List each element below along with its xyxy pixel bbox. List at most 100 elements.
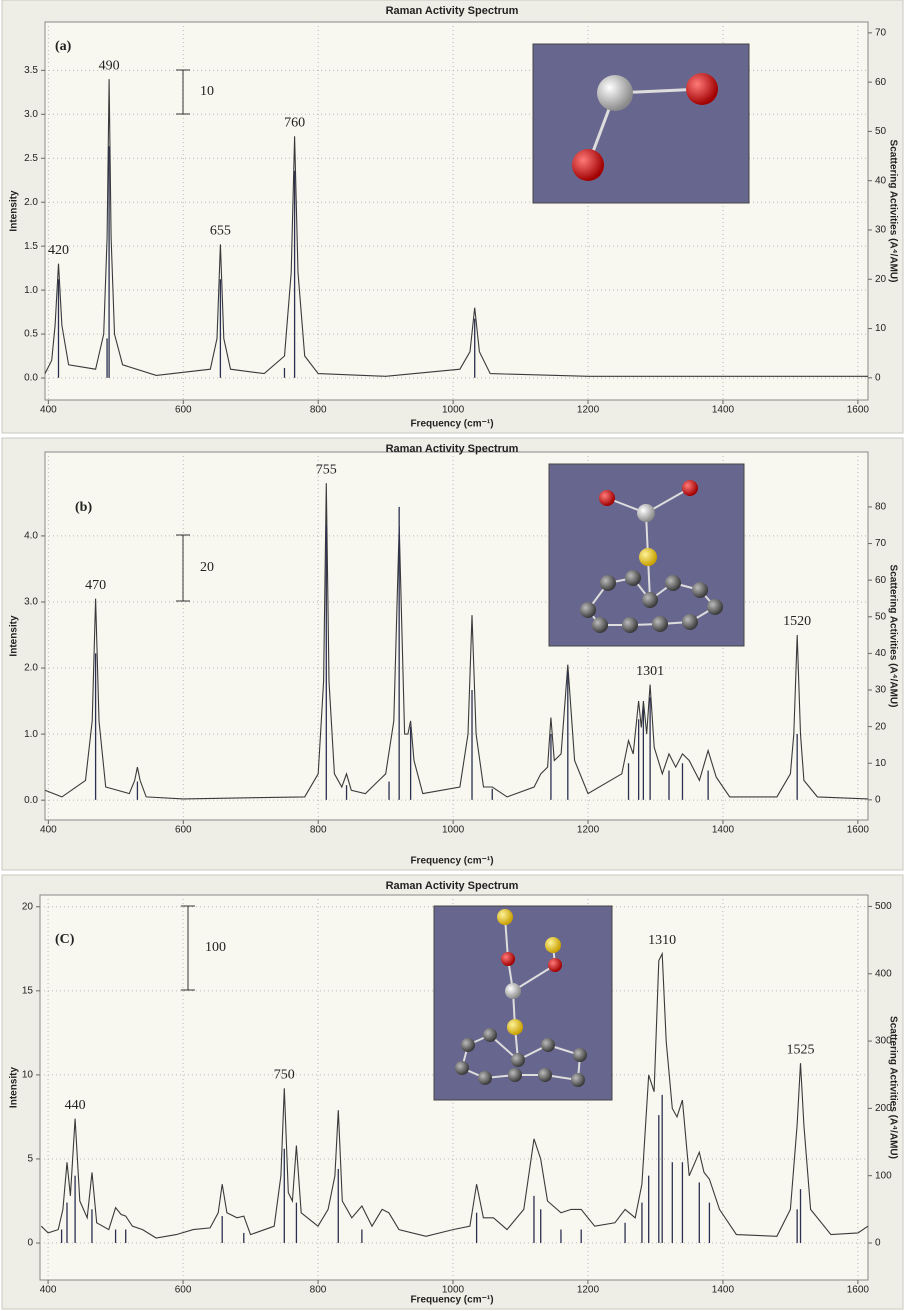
y-tick-label: 2.0 [24, 197, 38, 208]
y2-tick-label: 40 [875, 175, 887, 186]
y-tick-label: 1.0 [24, 285, 38, 296]
y2-tick-label: 30 [875, 225, 887, 236]
y-tick-label: 0.0 [24, 795, 38, 806]
atom [639, 548, 657, 566]
chart-title: Raman Activity Spectrum [386, 443, 519, 455]
y2-tick-label: 20 [875, 274, 887, 285]
peak-label: 1301 [636, 664, 664, 679]
x-tick-label: 800 [310, 825, 327, 836]
y2-tick-label: 50 [875, 126, 887, 137]
scale-bar-label: 10 [200, 84, 214, 99]
chart-title: Raman Activity Spectrum [386, 880, 519, 892]
y2-tick-label: 400 [875, 968, 892, 979]
y-tick-label: 1.0 [24, 729, 38, 740]
atom [507, 1019, 523, 1035]
scale-bar-label: 100 [205, 940, 226, 955]
y2-axis-label: Scattering Activities (A⁴/AMU) [887, 565, 898, 708]
x-tick-label: 600 [175, 405, 192, 416]
y-axis-label: Intensity [9, 1067, 20, 1109]
peak-label: 755 [316, 462, 337, 477]
y-tick-label: 1.5 [24, 241, 38, 252]
atom [597, 75, 633, 111]
peak-label: 490 [99, 58, 120, 73]
y2-tick-label: 300 [875, 1036, 892, 1047]
atom [686, 73, 718, 105]
y2-axis-label: Scattering Activities (A⁴/AMU) [887, 140, 898, 283]
x-tick-label: 1600 [847, 825, 870, 836]
y2-tick-label: 10 [875, 323, 887, 334]
peak-label: 420 [48, 243, 69, 258]
atom [505, 983, 521, 999]
chart-panel: Raman Activity Spectrum Frequency (cm⁻¹) I… [2, 438, 903, 870]
x-tick-label: 1000 [442, 825, 465, 836]
atom [545, 937, 561, 953]
x-tick-label: 400 [40, 825, 57, 836]
x-tick-label: 1400 [712, 825, 735, 836]
x-tick-label: 1200 [577, 825, 600, 836]
figure: Raman Activity Spectrum Frequency (cm⁻¹) I… [0, 0, 905, 1311]
molecule-inset-b [549, 464, 744, 646]
x-tick-label: 800 [310, 405, 327, 416]
x-tick-label: 1400 [712, 1285, 735, 1296]
y-tick-label: 2.5 [24, 153, 38, 164]
x-tick-label: 400 [40, 405, 57, 416]
x-axis-label: Frequency (cm⁻¹) [410, 1295, 493, 1306]
y2-tick-label: 60 [875, 575, 887, 586]
plot-area [45, 452, 868, 820]
x-tick-label: 1000 [442, 1285, 465, 1296]
charts: Raman Activity Spectrum Frequency (cm⁻¹) I… [2, 0, 903, 1309]
x-tick-label: 1600 [847, 1285, 870, 1296]
x-tick-label: 1200 [577, 1285, 600, 1296]
atom [548, 958, 562, 972]
x-tick-label: 1000 [442, 405, 465, 416]
peak-label: 1525 [787, 1042, 815, 1057]
x-tick-label: 400 [40, 1285, 57, 1296]
y2-tick-label: 70 [875, 538, 887, 549]
y-tick-label: 0 [27, 1238, 33, 1249]
y2-tick-label: 0 [875, 795, 881, 806]
x-tick-label: 1400 [712, 405, 735, 416]
y2-tick-label: 80 [875, 502, 887, 513]
panel-label: (b) [75, 500, 92, 515]
y-tick-label: 3.5 [24, 65, 38, 76]
panel-label: (C) [55, 932, 75, 947]
atom [682, 480, 698, 496]
y-tick-label: 5 [27, 1154, 33, 1165]
peak-label: 470 [85, 578, 106, 593]
y-axis-label: Intensity [9, 615, 20, 657]
y2-tick-label: 100 [875, 1170, 892, 1181]
y-tick-label: 0.5 [24, 329, 38, 340]
x-axis-label: Frequency (cm⁻¹) [410, 856, 493, 867]
y2-tick-label: 40 [875, 648, 887, 659]
y2-tick-label: 30 [875, 685, 887, 696]
atom [637, 504, 655, 522]
y-tick-label: 3.0 [24, 109, 38, 120]
atom [497, 909, 513, 925]
y-tick-label: 10 [22, 1070, 34, 1081]
y2-tick-label: 70 [875, 27, 887, 38]
y2-tick-label: 50 [875, 611, 887, 622]
y-tick-label: 2.0 [24, 663, 38, 674]
inset-background [533, 44, 749, 203]
y2-tick-label: 10 [875, 758, 887, 769]
x-tick-label: 600 [175, 1285, 192, 1296]
y-tick-label: 20 [22, 901, 34, 912]
chart-title: Raman Activity Spectrum [386, 5, 519, 17]
panel-label: (a) [55, 39, 72, 54]
x-tick-label: 600 [175, 825, 192, 836]
y2-tick-label: 0 [875, 372, 881, 383]
y-tick-label: 4.0 [24, 531, 38, 542]
peak-label: 440 [65, 1098, 86, 1113]
peak-label: 750 [274, 1068, 295, 1083]
y2-tick-label: 60 [875, 77, 887, 88]
peak-label: 1520 [783, 614, 811, 629]
atom [572, 149, 604, 181]
molecule-inset-a [533, 44, 749, 203]
atom [599, 490, 615, 506]
y2-tick-label: 200 [875, 1103, 892, 1114]
x-tick-label: 800 [310, 1285, 327, 1296]
x-tick-label: 1200 [577, 405, 600, 416]
y-tick-label: 0.0 [24, 373, 38, 384]
molecule-inset-c [434, 906, 612, 1100]
